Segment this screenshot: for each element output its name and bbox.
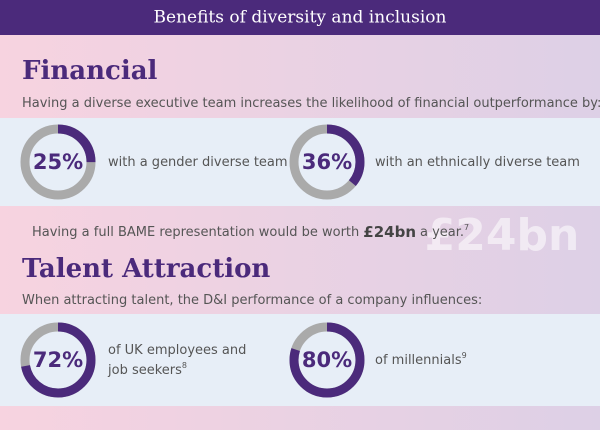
- donut-arc: [20, 124, 96, 200]
- header-title: Benefits of diversity and inclusion: [154, 8, 447, 28]
- callout-body: Having a full BAME representation would …: [32, 225, 359, 240]
- callout-text: Having a full BAME representation would …: [32, 223, 469, 241]
- footnote-ref: 7: [464, 223, 469, 232]
- stat-label: 36%: [302, 150, 352, 174]
- stat-text-line: with an ethnically diverse team: [375, 155, 580, 170]
- stat-text: of millennials9: [375, 351, 467, 368]
- intro-body: Having a diverse executive team increase…: [22, 96, 600, 111]
- stat-text-line: of millennials: [375, 353, 462, 368]
- stat-label: 72%: [33, 348, 83, 372]
- intro-text: Having a diverse executive team increase…: [22, 94, 600, 111]
- watermark: £24bn: [425, 210, 580, 261]
- stat-label: 25%: [33, 150, 83, 174]
- stat-text-line: job seekers: [107, 363, 182, 378]
- intro-body: When attracting talent, the D&I performa…: [22, 293, 482, 308]
- donut-arc: [20, 322, 96, 398]
- footnote-ref: 9: [462, 351, 467, 360]
- donut-arc: [289, 322, 365, 398]
- intro-text: When attracting talent, the D&I performa…: [22, 293, 482, 308]
- stat-text: with a gender diverse team: [108, 155, 288, 170]
- stat-text: of UK employees and: [108, 343, 246, 358]
- section-heading: Talent Attraction: [22, 254, 270, 284]
- stat-text: with an ethnically diverse team: [375, 155, 580, 170]
- stat-band: [0, 314, 600, 406]
- stat-band: [0, 118, 600, 206]
- stat-text: job seekers8: [107, 361, 187, 378]
- stat-text-line: with a gender diverse team: [108, 155, 288, 170]
- callout-body: a year.: [420, 225, 464, 240]
- section-heading: Financial: [22, 56, 158, 86]
- footnote-ref: 8: [182, 361, 187, 370]
- header-bar: [0, 0, 600, 35]
- stat-text-line: of UK employees and: [108, 343, 246, 358]
- stat-label: 80%: [302, 348, 352, 372]
- donut-arc: [289, 124, 365, 200]
- callout-highlight: £24bn: [363, 223, 416, 241]
